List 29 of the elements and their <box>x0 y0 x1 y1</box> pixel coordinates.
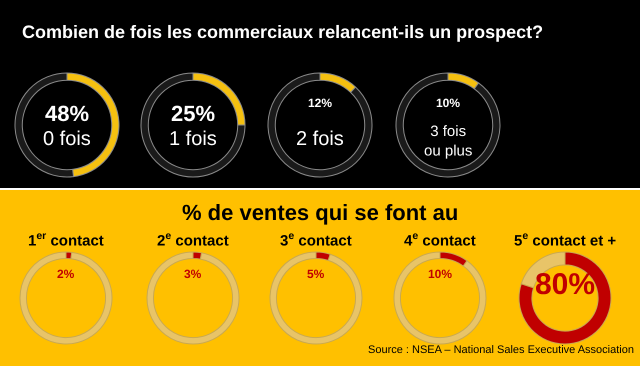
slice-label: 3 fois ou plus <box>424 123 472 160</box>
donut-slice <box>394 252 486 344</box>
data-label: 5% <box>307 267 325 281</box>
chart-subtitle: 5$^{e}$ contact et + <box>514 230 616 250</box>
data-label: 10% <box>428 267 452 281</box>
chart-subtitle: 4$^{e}$ contact <box>404 230 476 250</box>
donut-slice <box>146 252 240 344</box>
source-note: Source : NSEA – National Sales Executive Association <box>368 344 634 356</box>
text: Combien de fois les commerciaux relancent-ils un prospect? <box>22 22 544 42</box>
chart-subtitle: 2$^{e}$ contact <box>157 230 229 250</box>
donut-slice <box>20 252 112 344</box>
chart-subtitle: 3$^{e}$ contact <box>280 230 352 250</box>
chart-title: % de ventes qui se font au <box>182 200 458 225</box>
donut-slice <box>268 72 372 178</box>
slice-label: 0 fois <box>43 128 91 150</box>
donut-slice <box>270 252 362 344</box>
data-label: 12% <box>308 96 332 110</box>
chart-subtitle: 1$^{er}$ contact <box>28 230 104 250</box>
donut-slice <box>518 252 612 344</box>
donut-slice <box>140 72 246 178</box>
slice-label: 1 fois <box>169 128 217 150</box>
slice-label: 2 fois <box>296 128 344 150</box>
data-label: 3% <box>184 267 202 281</box>
data-label: 80% <box>535 268 596 301</box>
data-label: 25% <box>171 101 216 126</box>
data-label: 10% <box>436 96 460 110</box>
data-label: 2% <box>57 267 75 281</box>
data-label: 48% <box>45 101 90 126</box>
donut-slice <box>396 72 500 178</box>
